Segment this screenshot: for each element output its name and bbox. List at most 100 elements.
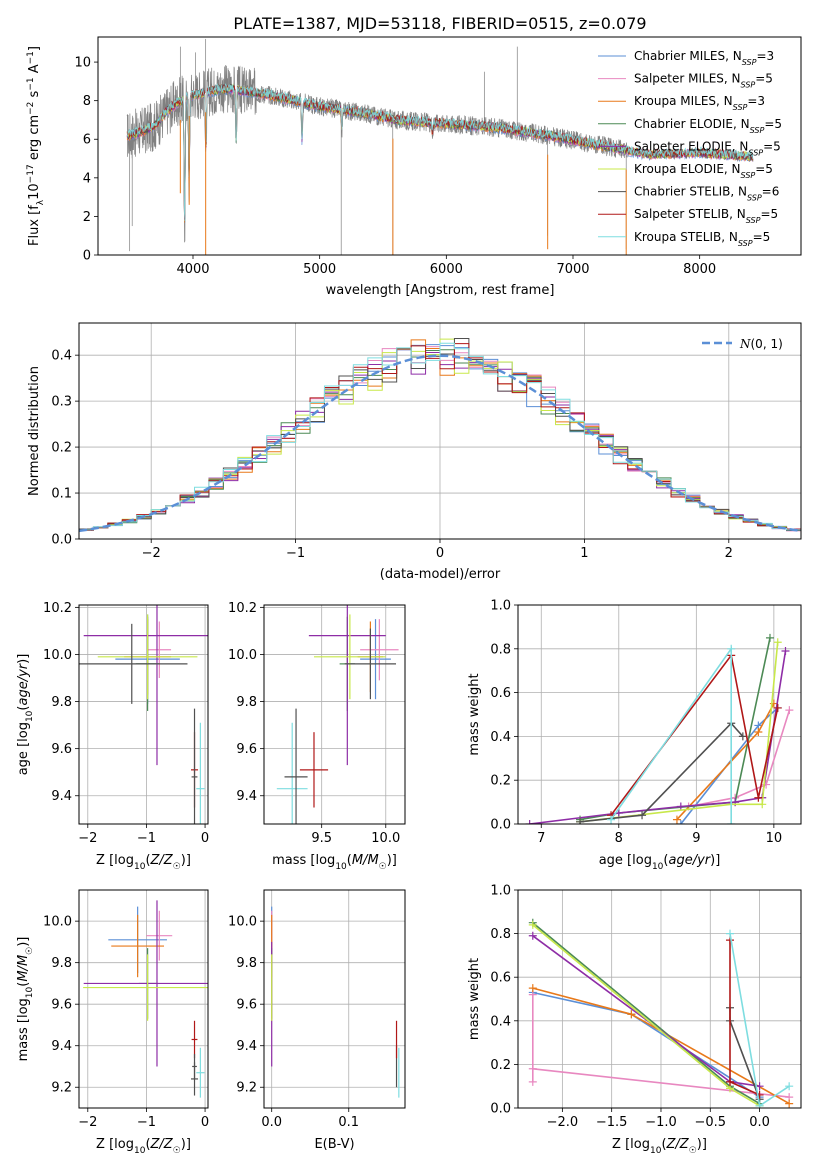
series-kroupa-stelib bbox=[726, 929, 794, 1108]
label-part: M/M bbox=[16, 955, 31, 982]
x-axis-label: Z [log10(Z/Z☉)] bbox=[96, 853, 191, 872]
series-kroupa-elodie bbox=[576, 638, 782, 824]
legend-label-chabrier-stelib: Chabrier STELIB, NSSP=6 bbox=[634, 185, 779, 203]
series-marker bbox=[785, 1099, 794, 1108]
series-marker bbox=[765, 633, 774, 642]
x-tick-label: 5000 bbox=[303, 262, 336, 277]
errorbar-kroupa-elodie bbox=[313, 614, 386, 700]
series-marker bbox=[785, 706, 794, 715]
series-line bbox=[532, 922, 761, 1105]
series-line bbox=[688, 709, 791, 808]
y-tick-label: 10.2 bbox=[228, 601, 257, 616]
x-tick-label: 8 bbox=[615, 831, 623, 846]
errorbar-kroupa-elodie bbox=[97, 614, 198, 700]
y-tick-label: 9.4 bbox=[236, 789, 257, 804]
series-line bbox=[579, 722, 744, 823]
label-part: 10 bbox=[652, 862, 664, 872]
series-marker bbox=[638, 811, 647, 820]
legend-subscript: SSP bbox=[742, 58, 757, 67]
legend-subscript: SSP bbox=[748, 148, 763, 157]
legend-text: Chabrier ELODIE, N bbox=[634, 117, 750, 131]
label-part: ] bbox=[27, 46, 42, 51]
y-axis-label: mass weight bbox=[467, 958, 482, 1040]
x-tick-label: 9.5 bbox=[311, 831, 332, 846]
series-marker bbox=[773, 703, 782, 712]
label-part: 10 bbox=[335, 862, 347, 872]
label-part: 10 bbox=[134, 1146, 146, 1156]
series-kroupa-miles bbox=[528, 984, 794, 1108]
label-part: A bbox=[27, 64, 42, 77]
legend-subscript: SSP bbox=[746, 216, 761, 225]
y-tick-label: 10.2 bbox=[43, 601, 72, 616]
series-marker bbox=[785, 1082, 794, 1091]
legend-tail: =5 bbox=[764, 117, 782, 131]
label-part: ☉ bbox=[173, 862, 181, 872]
x-tick-label: −1 bbox=[286, 546, 305, 561]
errorbar-chabrier-stelib bbox=[79, 623, 188, 704]
legend-subscript: SSP bbox=[733, 103, 748, 112]
label-part: age/yr bbox=[668, 853, 711, 868]
legend-text: (0, 1) bbox=[751, 337, 783, 351]
x-tick-label: 7 bbox=[537, 831, 545, 846]
series-marker bbox=[528, 1077, 537, 1086]
label-part: 10 bbox=[25, 986, 35, 998]
x-tick-label: −2 bbox=[78, 831, 97, 846]
y-tick-label: 9.8 bbox=[51, 695, 72, 710]
label-part: −1 bbox=[26, 51, 36, 64]
histogram-kroupa-stelib bbox=[79, 342, 801, 533]
axes-frame bbox=[78, 322, 802, 540]
series-chabrier-elodie bbox=[528, 918, 764, 1108]
panel-residual-histogram: −2 −1 0 1 2 0.0 0.1 0.2 0.3 0.4 N(0, 1) bbox=[51, 322, 802, 561]
legend-tail: =5 bbox=[755, 72, 773, 86]
y-tick-label: 10.0 bbox=[228, 648, 257, 663]
y-axis-label: age [log10(age/yr)] bbox=[16, 654, 35, 776]
errorbar-kroupa-stelib bbox=[196, 1047, 205, 1098]
series-line bbox=[579, 642, 779, 823]
legend-tail: =3 bbox=[747, 94, 765, 108]
y-tick-label: 0.4 bbox=[490, 730, 511, 745]
label-part: ( bbox=[663, 853, 668, 868]
plot-area bbox=[79, 323, 801, 539]
x-tick-label: −1.0 bbox=[645, 1115, 677, 1130]
label-part: )] bbox=[387, 853, 397, 868]
label-part: Z [log bbox=[96, 1137, 134, 1152]
panel-mass-vs-EBV: 0.0 0.1 9.2 9.4 9.6 9.8 10.0 bbox=[228, 889, 406, 1130]
y-axis-label: mass weight bbox=[467, 673, 482, 755]
y-tick-label: 0.4 bbox=[51, 349, 72, 364]
errorbar-salpeter-elodie bbox=[83, 605, 208, 766]
series-marker bbox=[627, 1010, 636, 1019]
series-marker bbox=[738, 732, 747, 741]
series-kroupa-stelib bbox=[607, 644, 736, 824]
x-tick-label: 10.0 bbox=[371, 831, 400, 846]
legend-subscript: SSP bbox=[741, 80, 756, 89]
errorbar-chabrier-stelib bbox=[284, 708, 308, 824]
label-part: ( bbox=[347, 853, 352, 868]
x-tick-label: 4000 bbox=[176, 262, 209, 277]
x-tick-label: 0 bbox=[201, 831, 209, 846]
legend-subscript: SSP bbox=[741, 171, 756, 180]
normal-curve bbox=[79, 354, 801, 533]
x-tick-label: 1 bbox=[580, 546, 588, 561]
label-part: 10 bbox=[27, 183, 42, 200]
series-marker bbox=[727, 820, 736, 824]
y-tick-label: 9.6 bbox=[51, 742, 72, 757]
x-tick-label: −2 bbox=[142, 546, 161, 561]
legend-label-salpeter-stelib: Salpeter STELIB, NSSP=5 bbox=[634, 207, 778, 225]
label-part: s bbox=[27, 90, 42, 101]
errorbar-chabrier-miles bbox=[360, 619, 391, 700]
plot-area bbox=[518, 605, 801, 824]
axes-frame bbox=[263, 604, 406, 825]
series-marker bbox=[726, 1077, 735, 1086]
series-line bbox=[532, 935, 760, 1087]
label-part: Z [log bbox=[96, 853, 134, 868]
legend-label-salpeter-elodie: Salpeter ELODIE, NSSP=5 bbox=[634, 139, 781, 157]
label-part: )] bbox=[181, 1137, 191, 1152]
x-tick-label: −1.5 bbox=[596, 1115, 628, 1130]
axes-frame bbox=[78, 889, 209, 1109]
errorbar-salpeter-stelib bbox=[191, 1020, 198, 1059]
x-tick-label: 2 bbox=[725, 546, 733, 561]
axes-frame bbox=[97, 36, 802, 256]
y-tick-label: 0.2 bbox=[51, 441, 72, 456]
x-axis-label: Z [log10(Z/Z☉)] bbox=[612, 1137, 707, 1156]
